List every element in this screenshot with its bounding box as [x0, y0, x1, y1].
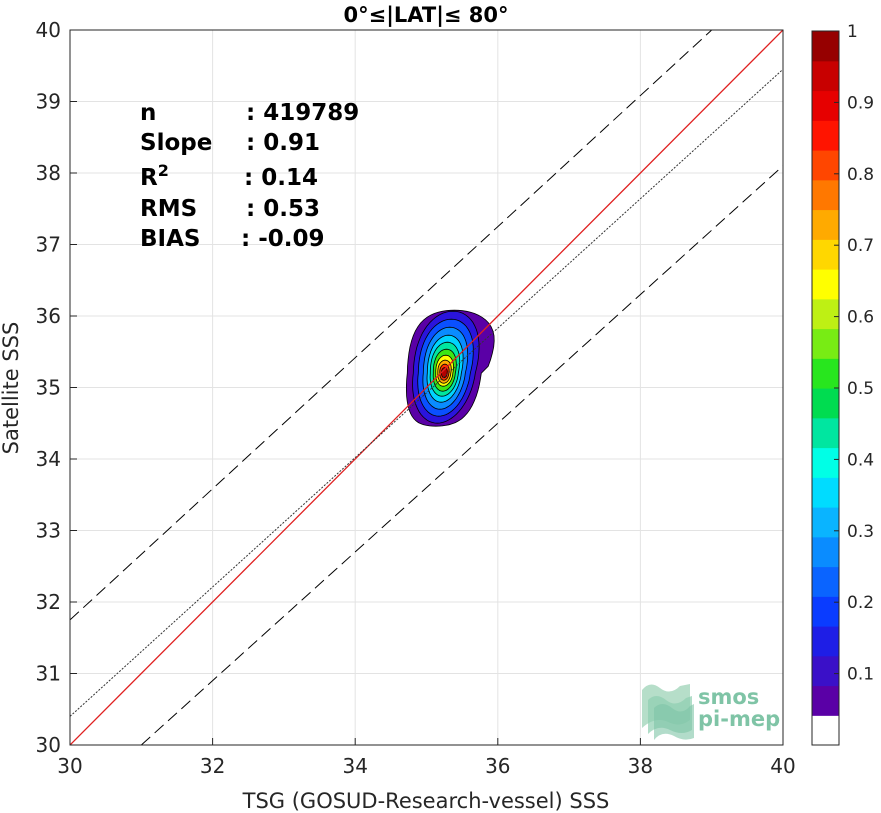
y-tick-label: 39: [36, 90, 61, 114]
y-axis-title: Satellite SSS: [0, 322, 23, 455]
x-axis-title: TSG (GOSUD-Research-vessel) SSS: [242, 789, 610, 813]
regression-line: [70, 68, 783, 717]
upper-bound-line: [70, 30, 713, 621]
colorbar-segment: [812, 179, 839, 211]
colorbar-segment: [812, 209, 839, 240]
smos-pi-mep-logo: smos pi-mep: [642, 684, 780, 740]
y-tick-label: 36: [36, 304, 61, 328]
chart-title: 0°≤|LAT|≤ 80°: [343, 3, 508, 28]
x-tick-label: 40: [770, 754, 795, 778]
x-tick-label: 30: [57, 754, 82, 778]
colorbar-tick-label: 0.4: [847, 450, 874, 470]
y-tick-label: 31: [36, 662, 61, 686]
stat-value: : 0.53: [246, 196, 320, 222]
y-tick-label: 38: [36, 161, 61, 185]
y-tick-label: 32: [36, 590, 61, 614]
colorbar: [812, 31, 839, 746]
colorbar-segment: [812, 507, 839, 538]
one-to-one-line: [70, 30, 783, 745]
colorbar-tick-label: 0.5: [847, 379, 874, 399]
grid-lines: [69, 29, 784, 746]
reference-lines: [70, 30, 783, 745]
colorbar-tick-label: 0.6: [847, 308, 874, 328]
y-axis-ticks: 30 31 32 33 34 35 36 37 38 39 40: [36, 18, 77, 757]
colorbar-segment: [812, 60, 839, 92]
logo-text-pi-mep: pi-mep: [698, 707, 780, 731]
colorbar-segment: [812, 31, 839, 62]
colorbar-tick-label: 0.3: [847, 522, 874, 542]
y-tick-label: 35: [36, 376, 61, 400]
x-tick-label: 34: [342, 754, 367, 778]
colorbar-segment: [812, 239, 839, 270]
colorbar-segment: [812, 477, 839, 508]
colorbar-segment: [812, 328, 839, 359]
colorbar-segment: [812, 715, 839, 746]
stat-label: BIAS: [140, 226, 200, 252]
y-tick-label: 34: [36, 447, 61, 471]
colorbar-segment: [812, 655, 839, 687]
stat-label-superscript: 2: [158, 161, 169, 180]
colorbar-tick-label: 0.8: [847, 165, 874, 185]
x-tick-label: 36: [485, 754, 510, 778]
logo-text-smos: smos: [698, 685, 759, 709]
y-tick-label: 40: [36, 18, 61, 42]
stat-label: n: [140, 100, 156, 126]
colorbar-ticks: 0.1 0.2 0.3 0.4 0.5 0.6 0.7 0.8 0.9 1: [834, 22, 874, 685]
logo-waves-icon: [642, 684, 694, 740]
x-tick-label: 38: [628, 754, 653, 778]
stat-value: : 0.14: [244, 165, 318, 191]
colorbar-segment: [812, 298, 839, 330]
y-tick-label: 30: [36, 733, 61, 757]
colorbar-segment: [812, 596, 839, 627]
colorbar-segment: [812, 626, 839, 657]
x-axis-ticks: 30 32 34 36 38 40: [57, 738, 796, 778]
y-tick-label: 33: [36, 519, 61, 543]
colorbar-segment: [812, 566, 839, 597]
stat-label: Slope: [140, 130, 212, 156]
y-tick-label: 37: [36, 233, 61, 257]
stat-value: : 0.91: [246, 130, 320, 156]
colorbar-tick-label: 0.1: [847, 665, 874, 685]
stat-label: RMS: [140, 196, 197, 222]
stat-value: : 419789: [246, 100, 359, 126]
colorbar-segment: [812, 536, 839, 568]
colorbar-segment: [812, 120, 839, 151]
colorbar-tick-label: 0.2: [847, 593, 874, 613]
colorbar-tick-label: 0.9: [847, 93, 874, 113]
stat-value: : -0.09: [241, 226, 325, 252]
colorbar-segment: [812, 417, 839, 449]
colorbar-segment: [812, 388, 839, 419]
colorbar-segment: [812, 447, 839, 478]
colorbar-tick-label: 1: [847, 22, 858, 42]
lower-bound-line: [140, 165, 783, 745]
colorbar-segment: [812, 358, 839, 389]
colorbar-tick-label: 0.7: [847, 236, 874, 256]
colorbar-segment: [812, 269, 839, 300]
colorbar-segment: [812, 685, 839, 716]
colorbar-segment: [812, 150, 839, 181]
colorbar-segment: [812, 90, 839, 121]
x-tick-label: 32: [200, 754, 225, 778]
